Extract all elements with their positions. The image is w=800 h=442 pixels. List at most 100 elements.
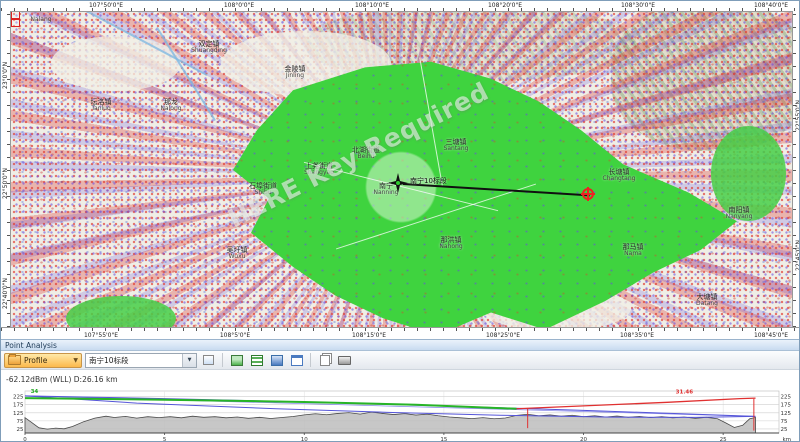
longitude-tick-label: 108°0'0"E (223, 2, 255, 9)
latitude-tick-label: 22°45'0"N (795, 240, 800, 271)
longitude-tick-label: 108°45'0"E (753, 332, 789, 339)
svg-text:125: 125 (13, 411, 24, 417)
place-name-en: Tanluo (91, 105, 111, 113)
map-place-labels: Nalang 双定镇 Shuangding 金陵镇 Jinling 坛洛镇 Tanluo 那龙… (11, 11, 752, 307)
place-name-en: Jinling (285, 72, 305, 80)
place-name-en: Nama (624, 250, 642, 258)
coverage-green-patch (711, 126, 786, 221)
copy-icon[interactable] (316, 352, 333, 368)
longitude-tick-label: 108°40'0"E (753, 2, 789, 9)
export-image-icon[interactable] (228, 352, 245, 368)
longitude-tick-label: 107°55'0"E (83, 332, 119, 339)
place-label: 金陵镇 Jinling (284, 65, 306, 80)
place-name-en: Shuangding (191, 47, 227, 55)
profile-selector-value: 南宁10标段 (89, 355, 129, 365)
place-label: 北湖街道 Beihu (352, 146, 380, 161)
terrain-profile-chart[interactable]: 25 25 75 75 125 125 175 175 225 225 0 5 10 15 20 25 km 34… (1, 387, 799, 442)
place-name-zh: 吴圩镇 (226, 246, 248, 254)
latitude-tick-label: 23°0'0"N (2, 61, 9, 89)
place-name-zh: 坛洛镇 (90, 98, 112, 106)
svg-text:5: 5 (163, 437, 167, 442)
place-name-zh: 那龙 (164, 98, 178, 106)
svg-text:25: 25 (17, 427, 24, 433)
svg-text:25: 25 (781, 427, 788, 433)
profile-chart-svg: 25 25 75 75 125 125 175 175 225 225 0 5 10 15 20 25 km 34… (13, 389, 792, 442)
place-name-en: Nanning (373, 189, 399, 197)
measurement-status-text: -62.12dBm (WLL) D:26.16 km (6, 375, 118, 384)
receiver-target-marker[interactable] (581, 187, 595, 201)
place-name-zh: 三塘镇 (445, 138, 467, 146)
chevron-down-icon: ▼ (73, 356, 78, 364)
latitude-ruler-right: 22°55'0"N 22°45'0"N (792, 11, 800, 327)
longitude-tick-label: 108°35'0"E (619, 332, 655, 339)
place-label: 那龙 Nalong (160, 98, 181, 113)
svg-text:225: 225 (781, 395, 792, 401)
coverage-green-patch (66, 296, 176, 327)
coverage-map-canvas[interactable]: Nalang 双定镇 Shuangding 金陵镇 Jinling 坛洛镇 Tanluo 那龙… (11, 11, 792, 327)
table-view-icon[interactable] (288, 352, 305, 368)
place-name-zh: 长塘镇 (608, 168, 630, 176)
longitude-tick-label: 108°10'0"E (354, 2, 390, 9)
transmitter-site-marker[interactable] (388, 173, 408, 193)
place-name-en: Santang (443, 145, 469, 153)
profile-mode-button[interactable]: Profile ▼ (4, 352, 82, 368)
place-label: 南阳镇 Nanyang (725, 206, 753, 221)
place-name-en: Shangyao (304, 169, 334, 177)
place-label: 那马镇 Nama (622, 243, 644, 258)
place-name-en: Nanyang (725, 213, 753, 221)
place-label: 上尧街道 Shangyao (304, 162, 334, 177)
place-label: 三塘镇 Santang (443, 138, 469, 153)
svg-text:175: 175 (13, 403, 24, 409)
place-name-en: Wuxu (228, 253, 246, 261)
place-name-zh: 南宁 (379, 182, 393, 190)
place-label: 长塘镇 Changtang (602, 168, 636, 183)
properties-icon[interactable] (200, 352, 217, 368)
longitude-tick-label: 108°15'0"E (351, 332, 387, 339)
poi-marker[interactable] (11, 11, 20, 19)
export-excel-icon[interactable] (248, 352, 265, 368)
place-name-en: Changtang (602, 175, 636, 183)
longitude-tick-label: 108°20'0"E (487, 2, 523, 9)
place-name-zh: 那洪镇 (440, 236, 462, 244)
svg-text:20: 20 (580, 437, 587, 442)
longitude-tick-label: 108°5'0"E (219, 332, 251, 339)
place-name-zh: 双定镇 (198, 40, 220, 48)
svg-text:25: 25 (720, 437, 727, 442)
profile-folder-icon (8, 354, 21, 365)
combo-dropdown-icon: ▼ (182, 353, 196, 367)
svg-text:75: 75 (17, 419, 24, 425)
map-light-patch (51, 36, 181, 91)
svg-text:34: 34 (31, 389, 39, 395)
place-label: 大塘镇 Datang (696, 293, 718, 308)
place-name-zh: 大塘镇 (696, 293, 718, 301)
toolbar-icons (200, 352, 353, 368)
longitude-tick-label: 108°25'0"E (485, 332, 521, 339)
place-name-en: Nahong (439, 243, 463, 251)
poi-marker[interactable] (11, 19, 20, 27)
svg-text:10: 10 (301, 437, 308, 442)
svg-text:175: 175 (781, 403, 792, 409)
svg-text:225: 225 (13, 395, 24, 401)
latitude-ruler-left: 23°0'0"N 22°50'0"N 22°40'0"N (1, 11, 11, 327)
profile-selector-combo[interactable]: 南宁10标段 ▼ (85, 352, 197, 368)
place-name-zh: 那马镇 (622, 243, 644, 251)
place-name-zh: 石埠街道 (249, 182, 277, 190)
latitude-tick-label: 22°50'0"N (2, 168, 9, 199)
place-name-en: Datang (696, 300, 718, 308)
panel-toolbar: Profile ▼ 南宁10标段 ▼ (1, 351, 799, 370)
longitude-tick-label: 107°50'0"E (88, 2, 124, 9)
place-label: 吴圩镇 Wuxu (226, 246, 248, 261)
panel-title: Point Analysis (1, 339, 799, 351)
print-icon[interactable] (336, 352, 353, 368)
place-label: 石埠街道 Shibu (249, 182, 277, 197)
place-name-zh: 金陵镇 (284, 65, 306, 73)
compass-star-icon (388, 173, 408, 193)
svg-text:0: 0 (23, 437, 27, 442)
place-name-zh: 南阳镇 (728, 206, 750, 214)
place-name-en: Nalang (30, 16, 52, 23)
place-name-en: Beihu (357, 153, 375, 161)
chart-icon[interactable] (268, 352, 285, 368)
svg-text:km: km (782, 437, 791, 442)
place-label: 那洪镇 Nahong (439, 236, 463, 251)
